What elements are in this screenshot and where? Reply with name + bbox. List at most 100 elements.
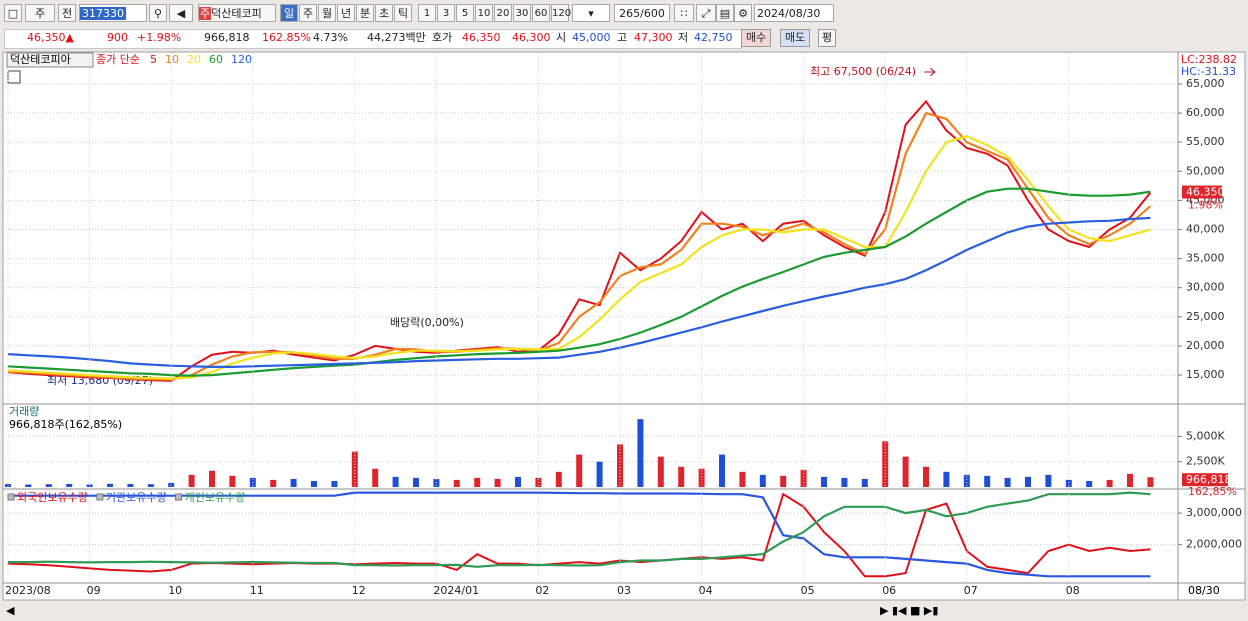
volume-bar [494, 478, 501, 487]
volume-bar [372, 468, 379, 487]
table-icon[interactable] [7, 70, 21, 84]
volume-bar [698, 468, 705, 487]
code[interactable]: 317330 [79, 4, 147, 22]
last-volume-box [1182, 473, 1228, 487]
volume-bar [147, 484, 154, 487]
legend-item: 60 [209, 53, 223, 66]
sound[interactable]: ◀ [169, 4, 193, 22]
combo[interactable]: ▾ [572, 4, 610, 22]
y-tick-label: 50,000 [1186, 164, 1225, 177]
legend-item: 기관보유수량 [106, 491, 167, 504]
volume-bar [1086, 480, 1093, 487]
period-button[interactable]: 분 [356, 4, 374, 22]
interval-button[interactable]: 5 [456, 4, 474, 22]
period-button[interactable]: 년 [337, 4, 355, 22]
volume-bar [351, 451, 358, 487]
volume-bar [453, 479, 460, 487]
volume-bar [188, 474, 195, 487]
interval-button[interactable]: 120 [551, 4, 571, 22]
x-tick-label: 09 [87, 584, 101, 597]
tool[interactable]: ∷ [674, 4, 694, 22]
period-button[interactable]: 초 [375, 4, 393, 22]
sell[interactable]: 매도 [780, 29, 811, 47]
volume-bar [270, 479, 277, 487]
date-text: 2024/08/30 [757, 7, 821, 20]
stock-badge: 주 [199, 7, 212, 20]
save[interactable]: ▤ [716, 4, 734, 22]
volume-bar [515, 476, 521, 487]
period-button[interactable]: 주 [299, 4, 317, 22]
period-button[interactable]: 월 [318, 4, 336, 22]
volume-bar [1045, 474, 1052, 487]
interval-button[interactable]: 30 [513, 4, 531, 22]
scroll-bar[interactable] [3, 601, 1245, 620]
series-line [7, 99, 1152, 382]
search[interactable]: ⚲ [149, 4, 167, 22]
high: 47,300 [634, 31, 673, 44]
count[interactable]: 265/600 [614, 4, 670, 22]
prev[interactable]: 전 [58, 4, 76, 22]
legend-prefix: 종가 단순 [96, 53, 140, 66]
low-label: 저 [678, 31, 689, 44]
legend-swatch [96, 493, 104, 501]
volume-bar [311, 480, 317, 487]
volume-bar [555, 471, 562, 487]
interval-button[interactable]: 3 [437, 4, 455, 22]
x-tick-label: 03 [617, 584, 631, 597]
volume-bar [780, 475, 787, 487]
period-button[interactable]: 일 [280, 4, 298, 22]
legend-swatch [7, 493, 15, 501]
volume-bar [1004, 477, 1011, 487]
volume-bar [902, 456, 909, 487]
volume-bar [719, 454, 725, 487]
change: 900 [107, 31, 128, 44]
open: 45,000 [572, 31, 611, 44]
stock-name[interactable]: 주덕산테코피 [198, 4, 276, 22]
period-button[interactable]: 틱 [394, 4, 412, 22]
date[interactable]: 2024/08/30 [754, 4, 834, 22]
volume-bar [759, 474, 766, 487]
bid: 46,300 [512, 31, 551, 44]
setting[interactable]: ⚙ [734, 4, 752, 22]
last-volume-label: 966,818 [1186, 473, 1232, 486]
buy[interactable]: 매수 [741, 29, 772, 47]
y-tick-label: 55,000 [1186, 135, 1225, 148]
x-tick-label: 2023/08 [5, 584, 51, 597]
volume-bar [1127, 473, 1133, 487]
volume-bar [657, 456, 664, 487]
volume-bar [739, 471, 746, 487]
legend-item: 외국인보유수량 [17, 491, 88, 504]
icon[interactable]: □ [4, 4, 22, 22]
interval-button[interactable]: 1 [418, 4, 436, 22]
volume-bar [290, 478, 297, 487]
y-tick-label: 40,000 [1186, 223, 1225, 236]
avg[interactable]: 평 [818, 29, 837, 47]
tool[interactable]: ⤢ [696, 4, 716, 22]
volume-bar [474, 477, 481, 487]
volume-subtitle: 966,818주(162,85%) [9, 418, 122, 431]
scroll-right[interactable]: ▶ ▮◀ ■ ▶▮ [880, 604, 938, 617]
volume-bar [984, 475, 991, 487]
volume-bar [168, 482, 175, 487]
volume: 966,818 [204, 31, 250, 44]
y-tick-label: 60,000 [1186, 106, 1225, 119]
x-tick-label: 02 [535, 584, 549, 597]
x-tick-label: 07 [964, 584, 978, 597]
scroll-left[interactable]: ◀ [6, 604, 15, 617]
code-text: 317330 [80, 7, 126, 20]
y-tick-label: 2,500K [1186, 455, 1225, 468]
interval-button[interactable]: 20 [494, 4, 512, 22]
x-tick-label: 11 [250, 584, 264, 597]
change-label: 1.98% [1188, 199, 1223, 212]
dividend-annotation: 배당락(0,00%) [390, 316, 464, 329]
stock-label-box [6, 52, 94, 68]
stock-label: 덕산테코피아 [10, 53, 71, 66]
interval-button[interactable]: 60 [532, 4, 550, 22]
volume-bar [943, 471, 950, 487]
market[interactable]: 주 [25, 4, 55, 22]
series-line [8, 491, 1151, 568]
volume-bar [841, 477, 848, 487]
interval-button[interactable]: 10 [475, 4, 493, 22]
volume-bar [923, 466, 929, 487]
series-line [7, 111, 1152, 381]
